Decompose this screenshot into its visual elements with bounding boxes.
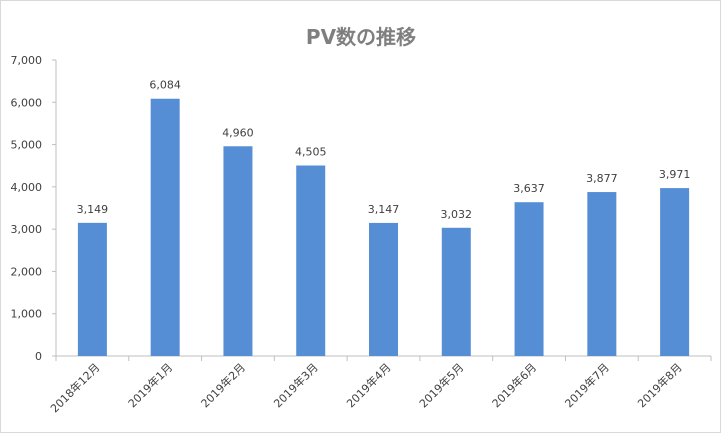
- bar: [587, 192, 617, 356]
- chart-title: PV数の推移: [306, 25, 416, 49]
- bar: [660, 188, 690, 356]
- y-tick-label: 7,000: [11, 54, 43, 67]
- data-label: 3,637: [513, 182, 545, 195]
- y-tick-label: 6,000: [11, 96, 43, 109]
- data-label: 3,877: [586, 172, 618, 185]
- data-label: 4,960: [222, 126, 254, 139]
- x-tick-label: 2019年5月: [416, 360, 466, 410]
- bars: [77, 98, 690, 357]
- y-tick-label: 0: [35, 350, 42, 363]
- x-tick-label: 2018年12月: [47, 360, 102, 415]
- bar: [296, 165, 326, 356]
- x-tick-label: 2019年3月: [271, 360, 321, 410]
- y-tick-label: 5,000: [11, 139, 43, 152]
- y-tick-label: 3,000: [11, 223, 43, 236]
- x-tick-label: 2019年8月: [635, 360, 685, 410]
- x-tick-label: 2019年1月: [125, 360, 175, 410]
- data-label: 3,971: [659, 168, 691, 181]
- data-labels: 3,149 6,084 4,960 4,505 3,147 3,032 3,637 3,877…: [77, 79, 691, 221]
- data-label: 6,084: [149, 79, 181, 92]
- x-tick-label: 2019年4月: [343, 360, 393, 410]
- bar: [150, 98, 180, 357]
- y-tick-label: 1,000: [11, 308, 43, 321]
- bar: [514, 202, 544, 356]
- x-tick-label: 2019年7月: [562, 360, 612, 410]
- x-tick-label: 2019年6月: [489, 360, 539, 410]
- y-tick-label: 4,000: [11, 181, 43, 194]
- bar: [441, 227, 471, 356]
- data-label: 4,505: [295, 146, 327, 159]
- data-label: 3,032: [441, 208, 473, 221]
- y-tick-label: 2,000: [11, 265, 43, 278]
- x-tick-label: 2019年2月: [198, 360, 248, 410]
- data-label: 3,147: [368, 203, 400, 216]
- data-label: 3,149: [77, 203, 109, 216]
- x-axis: 2018年12月 2019年1月 2019年2月 2019年3月 2019年4月 2019…: [47, 355, 712, 415]
- bar: [369, 222, 398, 356]
- bar: [77, 222, 107, 356]
- y-axis: 0 1,000 2,000 3,000 4,000 5,000 6,000 7,000: [11, 54, 57, 363]
- bar: [223, 146, 253, 356]
